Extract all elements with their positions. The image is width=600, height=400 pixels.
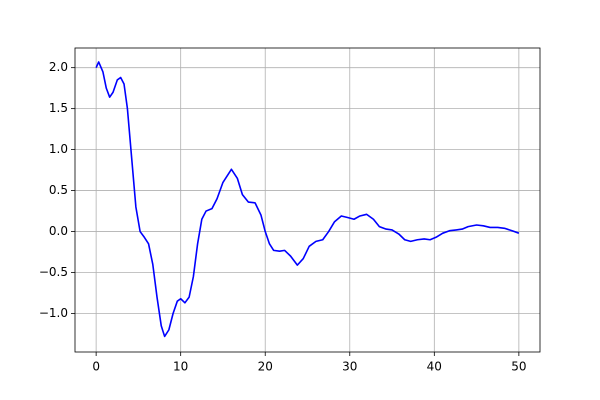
y-tick-label: −0.5 [39,265,68,279]
y-tick-label: 0.0 [49,224,68,238]
plot-frame [74,47,541,353]
y-tick-label: 1.5 [49,101,68,115]
x-tick-label: 40 [427,360,442,374]
x-tick-label: 20 [258,360,273,374]
x-tick-label: 0 [92,360,100,374]
y-tick-label: 2.0 [49,60,68,74]
y-tick-label: −1.0 [39,306,68,320]
x-tick-label: 50 [511,360,526,374]
y-tick-label: 1.0 [49,142,68,156]
y-tick-label: 0.5 [49,183,68,197]
line [95,61,520,338]
x-tick-label: 10 [173,360,188,374]
x-tick-label: 30 [342,360,357,374]
